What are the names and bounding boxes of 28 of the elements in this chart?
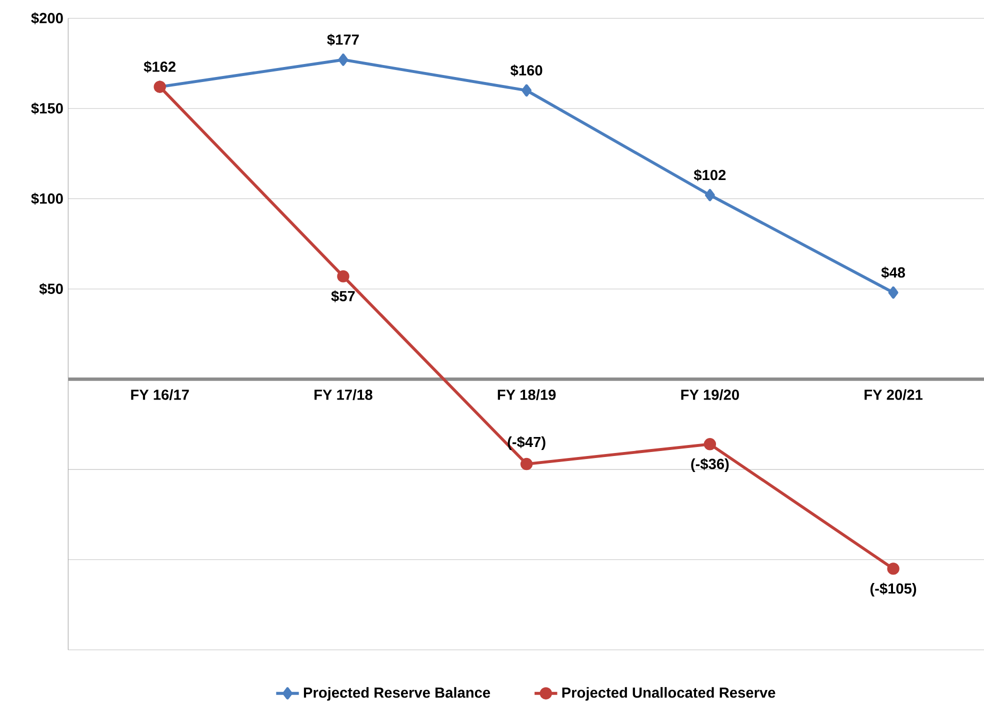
point — [704, 188, 715, 202]
data-label: $177 — [327, 34, 359, 46]
point — [520, 458, 533, 470]
legend-label: Projected Unallocated Reserve — [562, 687, 776, 701]
point — [887, 562, 900, 575]
point — [704, 438, 716, 450]
point — [337, 270, 350, 282]
point — [888, 286, 898, 299]
data-label: $162 — [144, 60, 176, 73]
data-label: (-$105) — [870, 582, 916, 597]
point — [338, 54, 348, 66]
x-tick-label: FY 16/17 — [131, 389, 189, 400]
data-label: $102 — [694, 169, 726, 182]
x-tick-label: FY 20/21 — [864, 389, 922, 400]
legend-label: Projected Reserve Balance — [304, 687, 490, 701]
data-label: (-$47) — [508, 436, 546, 450]
data-label: (-$36) — [691, 458, 729, 472]
y-tick-label: $200 — [31, 12, 63, 24]
point — [522, 84, 532, 96]
y-tick-label: $50 — [39, 282, 63, 295]
y-tick-label: $150 — [31, 102, 63, 114]
x-tick-label: FY 18/19 — [498, 389, 556, 400]
x-tick-label: FY 19/20 — [681, 389, 739, 400]
data-label: $57 — [331, 290, 355, 302]
x-tick-label: FY 17/18 — [314, 389, 372, 400]
y-tick-label: $100 — [31, 192, 63, 205]
data-label: $160 — [510, 64, 542, 76]
data-label: $48 — [881, 266, 906, 279]
